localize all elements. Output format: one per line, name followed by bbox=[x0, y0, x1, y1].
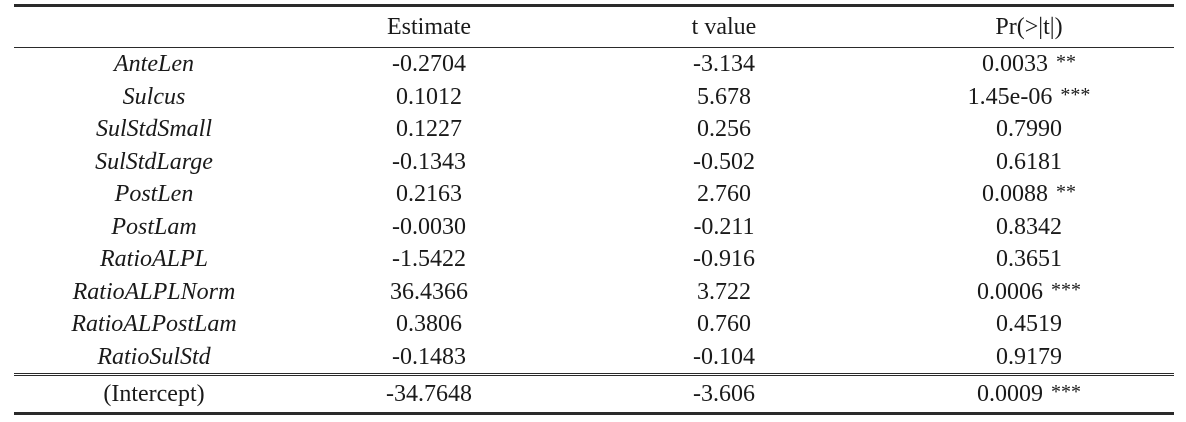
p-value-text: 0.8342 bbox=[996, 213, 1062, 240]
table-row: RatioALPostLam 0.3806 0.760 0.4519 bbox=[14, 308, 1174, 341]
table-row: PostLam -0.0030 -0.211 0.8342 bbox=[14, 211, 1174, 244]
table-row: SulStdSmall 0.1227 0.256 0.7990 bbox=[14, 113, 1174, 146]
p-value-cell: 0.3651 bbox=[884, 247, 1174, 271]
intercept-rule-upper bbox=[14, 373, 1174, 374]
variable-name-cell: RatioALPostLam bbox=[71, 311, 237, 338]
significance-stars: *** bbox=[1060, 83, 1091, 106]
estimate-cell: -0.2704 bbox=[392, 51, 466, 78]
t-value-cell: -0.211 bbox=[693, 213, 755, 240]
t-value-cell: 0.256 bbox=[697, 116, 751, 143]
estimate-cell: -0.0030 bbox=[392, 213, 466, 240]
table-row: RatioSulStd -0.1483 -0.104 0.9179 bbox=[14, 341, 1174, 374]
t-value-cell: -0.916 bbox=[693, 246, 755, 273]
intercept-p-value-cell: 0.0009 *** bbox=[884, 382, 1174, 406]
p-value-cell: 0.0088 ** bbox=[884, 182, 1174, 206]
estimate-cell: 36.4366 bbox=[390, 278, 468, 305]
estimate-cell: 0.2163 bbox=[396, 181, 462, 208]
significance-stars: ** bbox=[1056, 181, 1076, 204]
table-row: RatioALPL -1.5422 -0.916 0.3651 bbox=[14, 243, 1174, 276]
p-value-text: 0.0033 bbox=[982, 51, 1048, 78]
t-value-cell: 5.678 bbox=[697, 83, 751, 110]
intercept-name-cell: (Intercept) bbox=[103, 381, 205, 407]
variable-name-cell: Sulcus bbox=[122, 83, 186, 110]
estimate-cell: -0.1483 bbox=[392, 343, 466, 370]
p-value-text: 0.9179 bbox=[996, 343, 1062, 370]
p-value-cell: 0.8342 bbox=[884, 215, 1174, 239]
estimate-cell: 0.3806 bbox=[396, 311, 462, 338]
t-value-cell: 3.722 bbox=[697, 278, 751, 305]
significance-stars: ** bbox=[1056, 51, 1076, 74]
table-row: AnteLen -0.2704 -3.134 0.0033 ** bbox=[14, 48, 1174, 81]
p-value-text: 0.0009 bbox=[977, 381, 1043, 407]
header-cell-p-value: Pr(>|t|) bbox=[995, 14, 1063, 40]
table-body: AnteLen -0.2704 -3.134 0.0033 ** Sulcus 0… bbox=[14, 48, 1174, 373]
p-value-cell: 0.9179 bbox=[884, 345, 1174, 369]
table-row: Sulcus 0.1012 5.678 1.45e-06 *** bbox=[14, 81, 1174, 114]
t-value-cell: -3.134 bbox=[693, 51, 755, 78]
estimate-cell: 0.1012 bbox=[396, 83, 462, 110]
t-value-cell: 0.760 bbox=[697, 311, 751, 338]
t-value-cell: -0.104 bbox=[693, 343, 755, 370]
p-value-text: 0.0006 bbox=[977, 278, 1043, 305]
p-value-cell: 0.0033 ** bbox=[884, 52, 1174, 76]
p-value-cell: 0.0006 *** bbox=[884, 280, 1174, 304]
header-rule bbox=[14, 47, 1174, 48]
table-header-row: Estimate t value Pr(>|t|) bbox=[14, 7, 1174, 47]
variable-name-cell: RatioSulStd bbox=[97, 343, 211, 370]
p-value-text: 0.4519 bbox=[996, 311, 1062, 338]
header-cell-estimate: Estimate bbox=[387, 14, 471, 40]
p-value-text: 0.6181 bbox=[996, 148, 1062, 175]
table-row: PostLen 0.2163 2.760 0.0088 ** bbox=[14, 178, 1174, 211]
table-row: SulStdLarge -0.1343 -0.502 0.6181 bbox=[14, 146, 1174, 179]
table-row: RatioALPLNorm 36.4366 3.722 0.0006 *** bbox=[14, 276, 1174, 309]
variable-name-cell: AnteLen bbox=[114, 51, 194, 78]
intercept-estimate-cell: -34.7648 bbox=[386, 381, 472, 407]
intercept-rule-lower bbox=[14, 375, 1174, 376]
t-value-cell: 2.760 bbox=[697, 181, 751, 208]
p-value-cell: 1.45e-06 *** bbox=[884, 85, 1174, 109]
variable-name-cell: PostLen bbox=[114, 181, 194, 208]
significance-stars: *** bbox=[1051, 278, 1081, 301]
p-value-text: 0.7990 bbox=[996, 116, 1062, 143]
table-bottom-rule bbox=[14, 412, 1174, 415]
estimate-cell: -0.1343 bbox=[392, 148, 466, 175]
variable-name-cell: SulStdLarge bbox=[95, 148, 213, 175]
estimate-cell: 0.1227 bbox=[396, 116, 462, 143]
coefficient-table: Estimate t value Pr(>|t|) AnteLen -0.270… bbox=[14, 4, 1174, 415]
significance-stars: *** bbox=[1051, 381, 1081, 403]
table-top-rule bbox=[14, 4, 1174, 7]
header-cell-t-value: t value bbox=[691, 14, 757, 40]
estimate-cell: -1.5422 bbox=[392, 246, 466, 273]
p-value-cell: 0.6181 bbox=[884, 150, 1174, 174]
p-value-text: 0.0088 bbox=[982, 181, 1048, 208]
variable-name-cell: RatioALPLNorm bbox=[72, 278, 236, 305]
variable-name-cell: PostLam bbox=[111, 213, 197, 240]
intercept-row: (Intercept) -34.7648 -3.606 0.0009 *** bbox=[14, 376, 1174, 412]
t-value-cell: -0.502 bbox=[693, 148, 755, 175]
variable-name-cell: SulStdSmall bbox=[95, 116, 212, 143]
p-value-cell: 0.4519 bbox=[884, 312, 1174, 336]
p-value-text: 0.3651 bbox=[996, 246, 1062, 273]
p-value-text: 1.45e-06 bbox=[967, 83, 1053, 110]
intercept-t-value-cell: -3.606 bbox=[693, 381, 755, 407]
variable-name-cell: RatioALPL bbox=[99, 246, 208, 273]
p-value-cell: 0.7990 bbox=[884, 117, 1174, 141]
